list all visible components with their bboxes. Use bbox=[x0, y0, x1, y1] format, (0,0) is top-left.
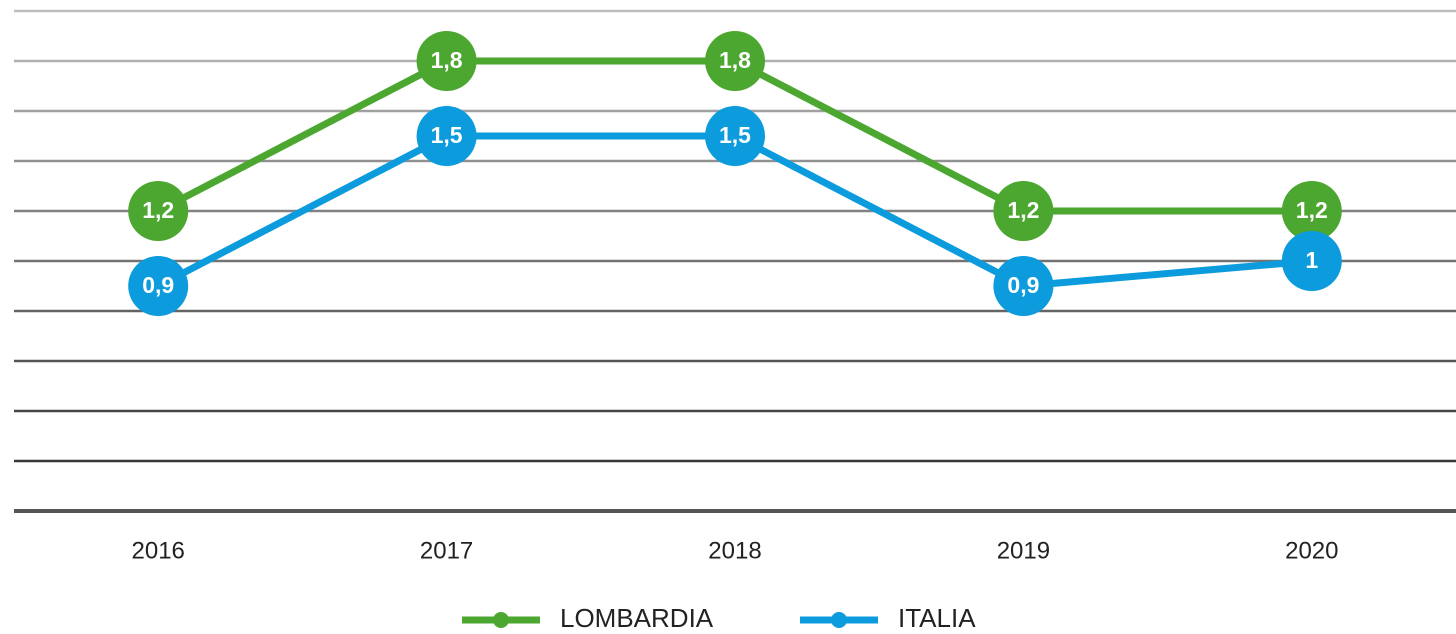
x-tick-label: 2017 bbox=[420, 537, 473, 564]
data-label: 1 bbox=[1305, 247, 1318, 273]
data-label: 0,9 bbox=[142, 272, 174, 298]
legend-marker bbox=[831, 612, 847, 628]
x-tick-label: 2018 bbox=[708, 537, 761, 564]
point bbox=[705, 106, 765, 166]
data-label: 0,9 bbox=[1007, 272, 1039, 298]
x-tick-label: 2019 bbox=[997, 537, 1050, 564]
data-label: 1,8 bbox=[431, 47, 463, 73]
point bbox=[128, 181, 189, 241]
x-tick-label: 2020 bbox=[1285, 537, 1338, 564]
point bbox=[416, 31, 477, 91]
point bbox=[993, 181, 1054, 241]
data-label: 1,8 bbox=[719, 47, 751, 73]
point bbox=[993, 256, 1054, 316]
data-label: 1,5 bbox=[719, 122, 751, 148]
data-label: 1,2 bbox=[1007, 197, 1039, 223]
data-label: 1,2 bbox=[1296, 197, 1328, 223]
data-label: 1,2 bbox=[142, 197, 174, 223]
point bbox=[705, 31, 765, 91]
point bbox=[416, 106, 477, 166]
legend-marker bbox=[493, 612, 509, 628]
legend-label: ITALIA bbox=[898, 603, 976, 633]
point bbox=[128, 256, 189, 316]
point bbox=[1281, 231, 1342, 291]
data-label: 1,5 bbox=[431, 122, 463, 148]
x-tick-label: 2016 bbox=[132, 537, 185, 564]
legend-label: LOMBARDIA bbox=[560, 603, 714, 633]
point bbox=[1281, 181, 1342, 241]
